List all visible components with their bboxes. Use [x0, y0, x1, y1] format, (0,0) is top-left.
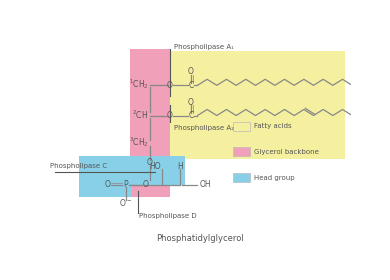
- Text: OH: OH: [200, 180, 211, 189]
- Text: O: O: [188, 67, 194, 76]
- Text: Phospholipase A₂: Phospholipase A₂: [174, 125, 234, 132]
- Text: Phosphatidylglycerol: Phosphatidylglycerol: [156, 234, 244, 243]
- Text: O: O: [105, 180, 111, 189]
- Text: HO: HO: [149, 162, 161, 171]
- Text: Head group: Head group: [254, 175, 295, 181]
- Text: C: C: [188, 81, 193, 90]
- Bar: [233, 173, 250, 182]
- Text: C: C: [188, 111, 193, 120]
- Text: O: O: [188, 98, 194, 107]
- Text: $^3$CH$_2$: $^3$CH$_2$: [129, 136, 149, 150]
- Text: Phospholipase D: Phospholipase D: [140, 213, 197, 219]
- Bar: [132, 157, 185, 185]
- Text: Phospholipase A₁: Phospholipase A₁: [174, 43, 234, 50]
- Bar: [168, 51, 345, 159]
- Text: Phospholipase C: Phospholipase C: [50, 164, 107, 169]
- Text: O: O: [147, 158, 153, 167]
- Text: H: H: [177, 162, 183, 171]
- Text: $^1$CH$_2$: $^1$CH$_2$: [129, 77, 149, 91]
- Text: P: P: [124, 180, 128, 189]
- Text: O: O: [167, 81, 173, 90]
- Text: Fatty acids: Fatty acids: [254, 123, 292, 129]
- Text: Glycerol backbone: Glycerol backbone: [254, 149, 319, 155]
- Text: O$^-$: O$^-$: [119, 197, 132, 208]
- Text: O: O: [142, 180, 149, 189]
- Bar: [233, 148, 250, 157]
- Text: $^2$CH: $^2$CH: [133, 108, 149, 121]
- Text: O: O: [167, 111, 173, 120]
- Bar: [233, 122, 250, 130]
- Bar: [79, 157, 132, 197]
- Bar: [130, 49, 170, 197]
